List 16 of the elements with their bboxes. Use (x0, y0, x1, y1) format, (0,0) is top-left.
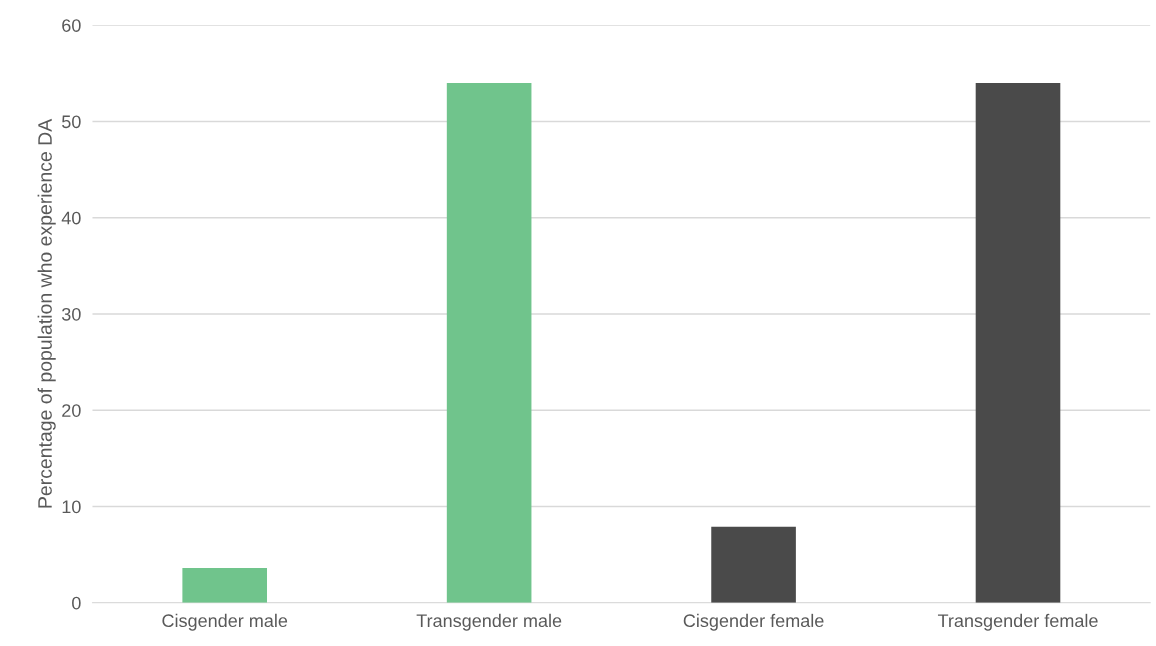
y-tick-label: 20 (62, 404, 81, 417)
bar (446, 82, 532, 603)
y-tick-label: 0 (72, 596, 81, 610)
x-tick-label: Cisgender female (683, 613, 824, 631)
y-tick-label: 40 (61, 211, 81, 225)
bar (182, 568, 268, 603)
x-tick-label: Cisgender male (162, 613, 288, 631)
y-tick-label: 60 (62, 19, 81, 32)
y-tick-label: 10 (62, 500, 81, 514)
bar (711, 526, 796, 603)
y-tick-label: 50 (62, 115, 81, 129)
y-tick-label: 30 (61, 307, 81, 321)
x-tick-label: Transgender female (937, 613, 1098, 631)
y-axis-title: Percentage of population who experience DA (37, 118, 56, 508)
x-tick-label: Transgender male (416, 613, 562, 631)
bar (975, 82, 1061, 603)
